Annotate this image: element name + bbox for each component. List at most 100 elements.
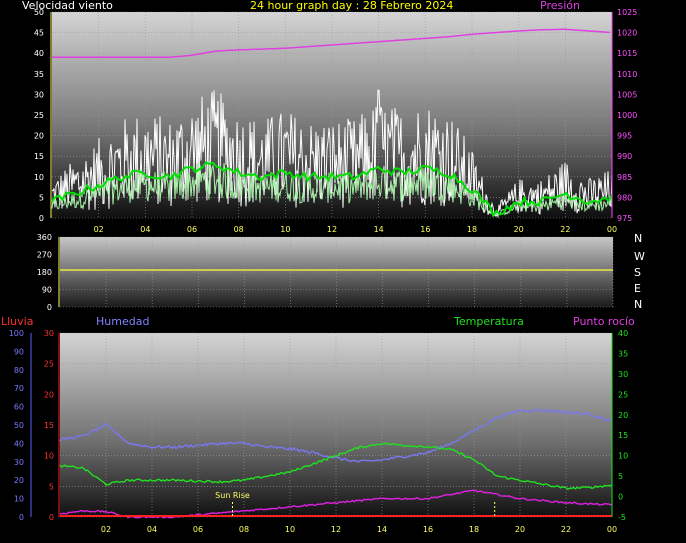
wind-x-tick-label: 18 bbox=[467, 225, 477, 234]
direction-tick-label: 0 bbox=[47, 303, 52, 312]
humidity-line bbox=[59, 408, 613, 463]
wind-x-tick-label: 20 bbox=[514, 225, 524, 234]
wind-x-tick-label: 10 bbox=[280, 225, 290, 234]
temperature-label: Temperatura bbox=[453, 315, 524, 328]
humidity-tick-label: 80 bbox=[14, 366, 24, 375]
humidity-x-tick-label: 00 bbox=[607, 525, 617, 534]
humidity-x-tick-label: 22 bbox=[561, 525, 571, 534]
rain-tick-label: 30 bbox=[44, 329, 54, 338]
pressure-line bbox=[52, 28, 610, 59]
temperature-tick-label: 40 bbox=[618, 329, 628, 338]
humidity-tick-label: 100 bbox=[9, 329, 24, 338]
temperature-line bbox=[59, 442, 613, 491]
sunrise-label: Sun Rise bbox=[215, 491, 250, 500]
humidity-tick-label: 90 bbox=[14, 347, 24, 356]
humidity-tick-label: 50 bbox=[14, 421, 24, 430]
direction-tick-label: 180 bbox=[37, 268, 52, 277]
wind-pressure-plot bbox=[51, 28, 613, 219]
temperature-tick-label: 25 bbox=[618, 390, 628, 399]
pressure-tick-label: 985 bbox=[617, 173, 632, 182]
temperature-tick-label: 10 bbox=[618, 452, 628, 461]
wind-x-tick-label: 12 bbox=[327, 225, 337, 234]
humidity-x-tick-label: 08 bbox=[239, 525, 249, 534]
temperature-tick-label: -5 bbox=[618, 513, 626, 522]
wind-x-tick-label: 22 bbox=[560, 225, 570, 234]
pressure-label: Presión bbox=[540, 0, 580, 12]
temperature-tick-label: 0 bbox=[618, 493, 623, 502]
temperature-tick-label: 5 bbox=[618, 472, 623, 481]
pressure-tick-label: 1000 bbox=[617, 111, 637, 120]
humidity-label: Humedad bbox=[96, 315, 149, 328]
humidity-tick-label: 0 bbox=[19, 513, 24, 522]
rain-label: Lluvia bbox=[1, 315, 33, 328]
humidity-axis-ticks: 0 5 10 15 20 25 30 0 10 20 30 40 50 60 70 80 90 100 -5 0 5 10… bbox=[9, 329, 628, 534]
humidity-tick-label: 30 bbox=[14, 458, 24, 467]
compass-e: E bbox=[634, 282, 641, 295]
pressure-tick-label: 1015 bbox=[617, 49, 637, 58]
wind-tick-label: 40 bbox=[34, 49, 44, 58]
humidity-x-tick-label: 16 bbox=[423, 525, 433, 534]
wind-gust-line bbox=[51, 89, 613, 219]
pressure-tick-label: 1020 bbox=[617, 29, 637, 38]
temperature-tick-label: 20 bbox=[618, 411, 628, 420]
pressure-tick-label: 990 bbox=[617, 152, 632, 161]
wind-average-line bbox=[51, 161, 613, 218]
rain-tick-label: 25 bbox=[44, 360, 54, 369]
wind-label: Velocidad viento bbox=[22, 0, 113, 12]
rain-tick-label: 20 bbox=[44, 390, 54, 399]
rain-tick-label: 5 bbox=[49, 482, 54, 491]
humidity-temp-plot: Sun Rise bbox=[59, 408, 613, 519]
direction-tick-label: 360 bbox=[37, 233, 52, 242]
wind-tick-label: 50 bbox=[34, 8, 44, 17]
direction-axis-ticks: 0 90 180 270 360 bbox=[37, 233, 52, 312]
pressure-tick-label: 1010 bbox=[617, 70, 637, 79]
humidity-tick-label: 20 bbox=[14, 476, 24, 485]
temperature-tick-label: 35 bbox=[618, 349, 628, 358]
pressure-tick-label: 1025 bbox=[617, 8, 637, 17]
humidity-x-tick-label: 10 bbox=[285, 525, 295, 534]
humidity-x-tick-label: 04 bbox=[147, 525, 157, 534]
wind-tick-label: 0 bbox=[39, 214, 44, 223]
wind-tick-label: 45 bbox=[34, 29, 44, 38]
wind-x-tick-label: 14 bbox=[374, 225, 384, 234]
humidity-x-tick-label: 20 bbox=[515, 525, 525, 534]
wind-x-tick-label: 16 bbox=[420, 225, 430, 234]
humidity-x-tick-label: 02 bbox=[101, 525, 111, 534]
direction-tick-label: 270 bbox=[37, 251, 52, 260]
rain-tick-label: 15 bbox=[44, 421, 54, 430]
compass-s: S bbox=[634, 266, 641, 279]
rain-tick-label: 10 bbox=[44, 452, 54, 461]
pressure-tick-label: 1005 bbox=[617, 90, 637, 99]
wind-x-tick-label: 00 bbox=[607, 225, 617, 234]
pressure-tick-label: 975 bbox=[617, 214, 632, 223]
wind-tick-label: 30 bbox=[34, 90, 44, 99]
chart-title: 24 hour graph day : 28 Febrero 2024 bbox=[250, 0, 453, 12]
wind-tick-label: 5 bbox=[39, 193, 44, 202]
humidity-x-tick-label: 18 bbox=[469, 525, 479, 534]
wind-tick-label: 20 bbox=[34, 132, 44, 141]
wind-tick-label: 15 bbox=[34, 152, 44, 161]
humidity-x-tick-label: 06 bbox=[193, 525, 203, 534]
humidity-tick-label: 60 bbox=[14, 403, 24, 412]
wind-x-tick-label: 02 bbox=[94, 225, 104, 234]
direction-grid bbox=[60, 236, 614, 308]
temperature-tick-label: 15 bbox=[618, 431, 628, 440]
humidity-tick-label: 40 bbox=[14, 439, 24, 448]
pressure-tick-label: 980 bbox=[617, 193, 632, 202]
wind-speed-line bbox=[51, 160, 613, 218]
wind-tick-label: 35 bbox=[34, 70, 44, 79]
compass-n-top: N bbox=[634, 232, 643, 245]
humidity-tick-label: 70 bbox=[14, 384, 24, 393]
compass-n-bottom: N bbox=[634, 298, 643, 311]
wind-x-tick-label: 04 bbox=[140, 225, 150, 234]
humidity-x-tick-label: 14 bbox=[377, 525, 387, 534]
temperature-tick-label: 30 bbox=[618, 370, 628, 379]
humidity-tick-label: 10 bbox=[14, 495, 24, 504]
pressure-tick-label: 995 bbox=[617, 132, 632, 141]
humidity-x-tick-label: 12 bbox=[331, 525, 341, 534]
rain-tick-label: 0 bbox=[49, 513, 54, 522]
wind-axis-ticks: 0510152025303540455097598098599099510001… bbox=[34, 8, 638, 234]
wind-tick-label: 25 bbox=[34, 111, 44, 120]
wind-x-tick-label: 08 bbox=[234, 225, 244, 234]
